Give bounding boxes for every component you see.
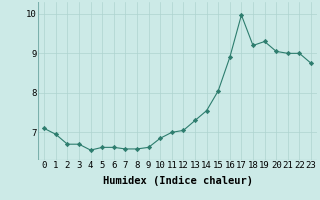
X-axis label: Humidex (Indice chaleur): Humidex (Indice chaleur)	[103, 176, 252, 186]
